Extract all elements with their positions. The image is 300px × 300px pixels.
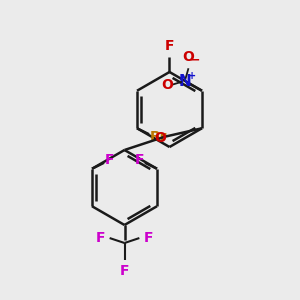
Text: F: F: [105, 153, 114, 167]
Text: F: F: [165, 38, 174, 52]
Text: F: F: [96, 231, 106, 245]
Text: F: F: [120, 264, 129, 278]
Text: N: N: [179, 74, 192, 89]
Text: F: F: [135, 153, 144, 167]
Text: O: O: [161, 78, 173, 92]
Text: Br: Br: [150, 130, 167, 144]
Text: O: O: [154, 130, 166, 145]
Text: F: F: [143, 231, 153, 245]
Text: −: −: [190, 53, 200, 66]
Text: O: O: [182, 50, 194, 64]
Text: +: +: [188, 71, 196, 81]
